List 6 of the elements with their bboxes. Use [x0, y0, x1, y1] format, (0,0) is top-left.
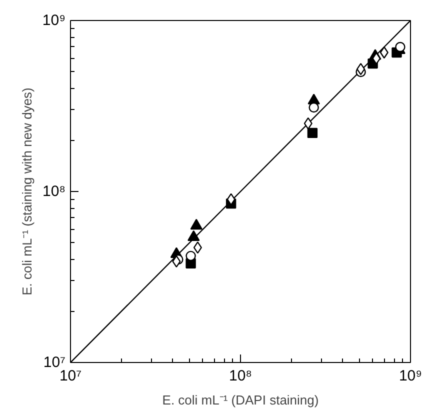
x-tick-label: 10⁸	[228, 368, 252, 384]
y-axis-title: E. coli mL⁻¹ (staining with new dyes)	[19, 88, 34, 296]
x-axis-title: E. coli mL⁻¹ (DAPI staining)	[162, 392, 319, 408]
x-tick-label: 10⁹	[398, 368, 422, 384]
y-tick-label: 10⁸	[42, 183, 66, 200]
y-tick-label: 10⁹	[42, 12, 66, 29]
